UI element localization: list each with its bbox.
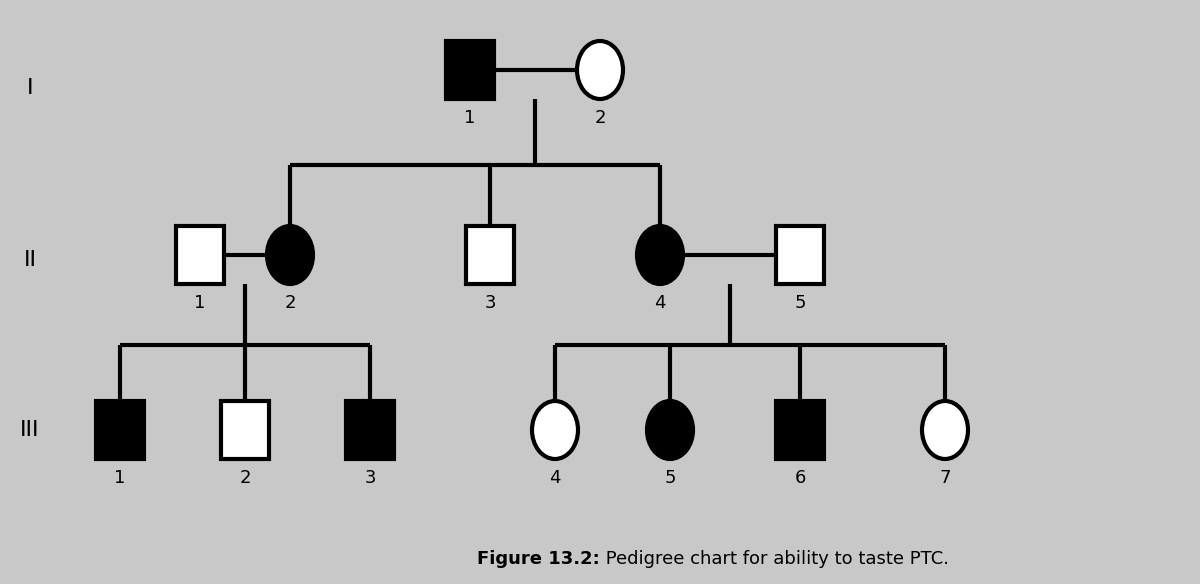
Text: 4: 4 (654, 294, 666, 312)
Ellipse shape (266, 226, 313, 284)
Text: III: III (20, 420, 40, 440)
Ellipse shape (647, 401, 694, 459)
Bar (346, 401, 394, 459)
Bar (221, 401, 269, 459)
Text: 5: 5 (665, 469, 676, 487)
Text: Figure 13.2:: Figure 13.2: (478, 550, 600, 568)
Text: 1: 1 (114, 469, 126, 487)
Text: Pedigree chart for ability to taste PTC.: Pedigree chart for ability to taste PTC. (600, 550, 949, 568)
Text: 7: 7 (940, 469, 950, 487)
Text: 3: 3 (485, 294, 496, 312)
Text: 2: 2 (239, 469, 251, 487)
Ellipse shape (637, 226, 683, 284)
Text: 1: 1 (464, 109, 475, 127)
Text: 6: 6 (794, 469, 805, 487)
Ellipse shape (922, 401, 968, 459)
Text: 5: 5 (794, 294, 805, 312)
Text: II: II (24, 250, 36, 270)
Text: I: I (26, 78, 34, 98)
Ellipse shape (577, 41, 623, 99)
Bar (776, 226, 824, 284)
Text: 3: 3 (365, 469, 376, 487)
Text: 1: 1 (194, 294, 205, 312)
Bar (776, 401, 824, 459)
Bar (176, 226, 224, 284)
Text: 4: 4 (550, 469, 560, 487)
Text: 2: 2 (284, 294, 295, 312)
Bar (96, 401, 144, 459)
Text: 2: 2 (594, 109, 606, 127)
Ellipse shape (532, 401, 578, 459)
Bar (466, 226, 514, 284)
Bar (446, 41, 494, 99)
